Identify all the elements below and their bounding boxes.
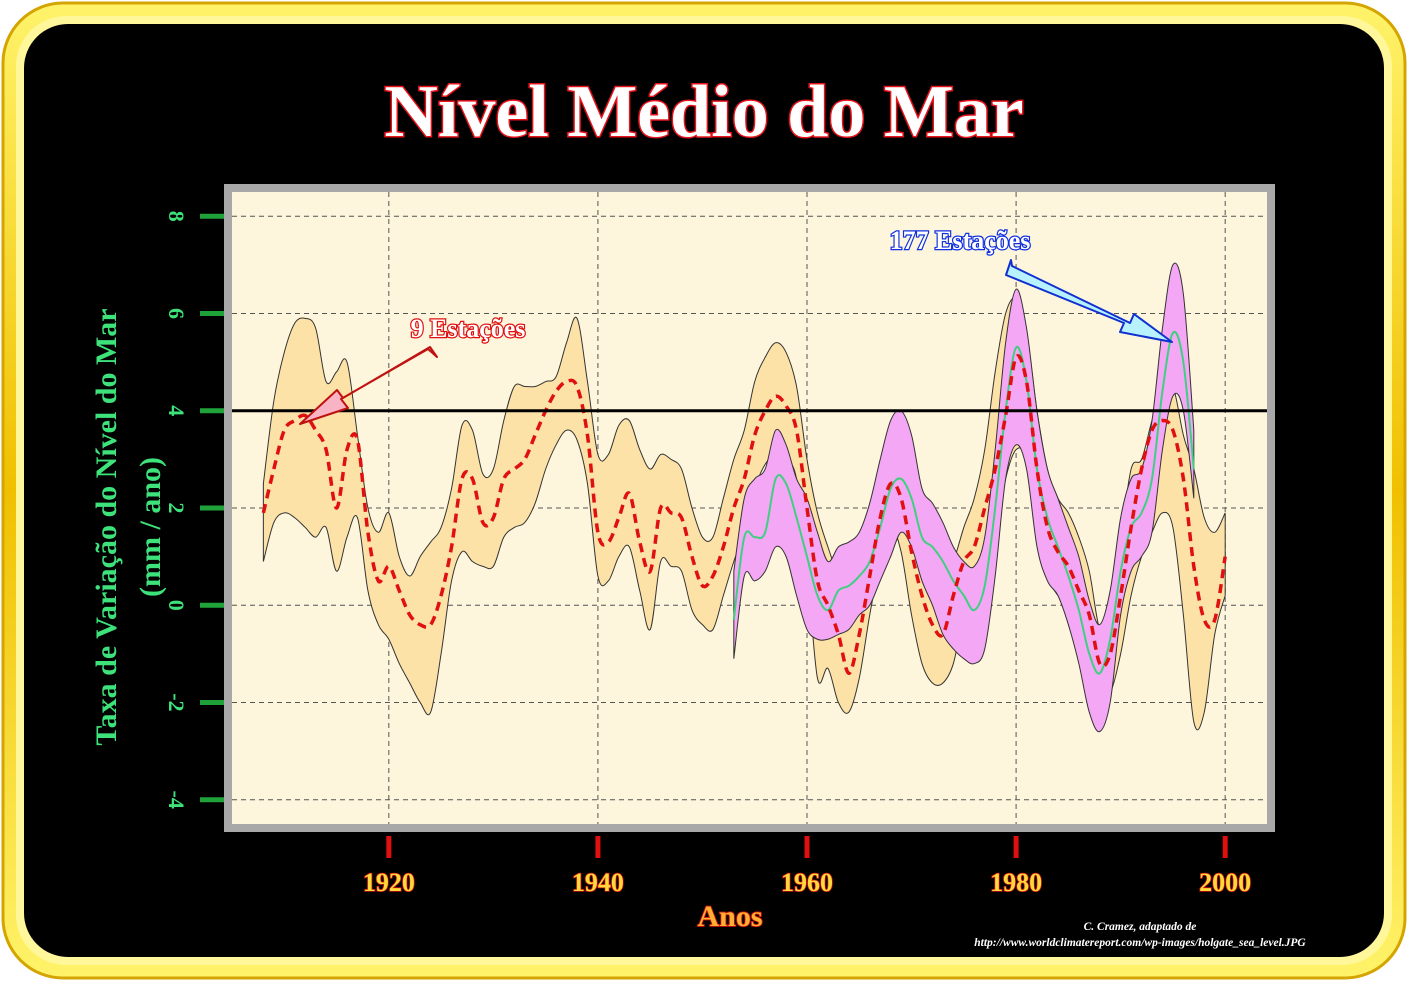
x-tick-label: 1940 [572,868,624,897]
y-axis-label-line2: (mm / ano) [134,457,167,597]
x-axis-label: Anos [697,900,762,933]
y-tick-label: -4 [164,791,189,809]
y-tick-label: 6 [164,308,189,319]
y-axis-label-line1: Taxa de Variação do Nível do Mar [90,308,123,745]
annotation-9-estacoes: 9 Estações [411,314,526,343]
series-line-9-estacoes [261,354,1227,676]
y-tick-label: 8 [164,211,189,222]
page-title: Nível Médio do Mar [384,71,1023,153]
y-tick-label: 0 [164,600,189,611]
band-177-estacoes [733,262,1195,733]
x-tick-label: 1920 [363,868,415,897]
x-tick-label: 1980 [990,868,1042,897]
y-tick-label: 2 [164,503,189,514]
x-axis: 1920 1940 1960 1980 2000 [362,836,1252,898]
y-tick-label: -2 [164,693,189,711]
annotation-arrow-177 [1005,259,1173,343]
credit-line-2: http://www.worldclimatereport.com/wp-ima… [974,937,1306,949]
annotation-arrow-9 [299,346,438,425]
x-tick-label: 1960 [781,868,833,897]
y-tick-label: 4 [164,405,189,416]
bands-layer [262,262,1226,733]
credit-line-1: C. Cramez, adaptado de [1084,921,1197,933]
x-tick-label: 2000 [1199,868,1251,897]
y-axis: -4 -2 0 2 4 6 8 [164,211,224,809]
series-line-177-estacoes [732,330,1195,675]
annotation-177-estacoes: 177 Estações [890,226,1031,255]
lines-layer [261,330,1227,676]
